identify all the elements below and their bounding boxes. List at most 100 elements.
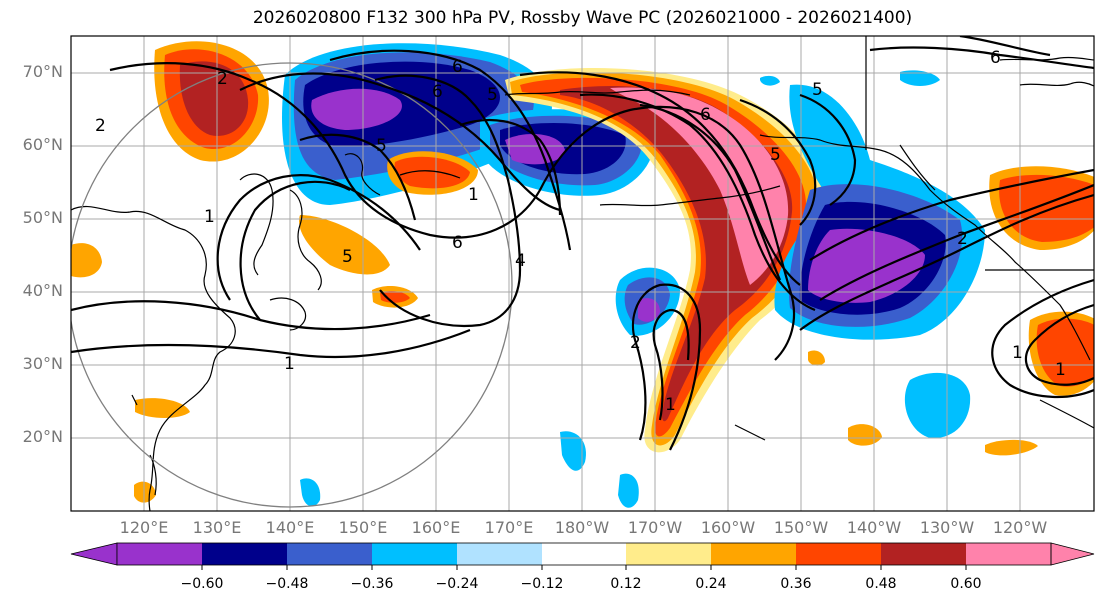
lon-label: 130°W [919, 518, 975, 537]
map-frame [70, 35, 1095, 512]
anomaly-blob [380, 290, 410, 303]
colorbar-tick-label: −0.60 [180, 576, 224, 592]
contour-label: 2 [95, 116, 106, 136]
colorbar-tick-label: −0.36 [350, 576, 394, 592]
colorbar-segment [542, 543, 626, 565]
pv-contour [579, 93, 816, 312]
lat-label: 30°N [22, 354, 63, 373]
colorbar-segment [966, 543, 1051, 565]
anomaly-blob [808, 228, 925, 303]
colorbar [70, 542, 1095, 570]
lon-label: 120°W [992, 518, 1048, 537]
contour-label: 6 [432, 82, 443, 102]
colorbar-tick-label: −0.24 [435, 576, 479, 592]
colorbar-tick-label: 0.36 [780, 576, 812, 592]
contour-label: 1 [1055, 360, 1066, 380]
contour-label: 1 [1012, 343, 1023, 363]
pv-contour [299, 133, 417, 221]
map-title: 2026020800 F132 300 hPa PV, Rossby Wave … [252, 8, 913, 28]
colorbar-segment [711, 543, 796, 565]
colorbar-segment [881, 543, 966, 565]
pv-contour [799, 93, 857, 206]
anomaly-blob [71, 243, 102, 278]
colorbar-segment [372, 543, 457, 565]
anomaly-blob [904, 372, 971, 439]
colorbar-tick-label: 0.24 [695, 576, 727, 592]
anomaly-blob [300, 478, 321, 507]
pv-contour [959, 36, 1051, 57]
pv-contour [869, 46, 1094, 70]
colorbar-extend-high [1050, 542, 1095, 566]
anomaly-blob [985, 439, 1038, 456]
contour-label: 1 [468, 185, 479, 205]
contour-label: 5 [812, 80, 823, 100]
lat-label: 40°N [22, 281, 63, 300]
contour-label: 6 [452, 57, 463, 77]
lon-label: 180°W [554, 518, 610, 537]
anomaly-blob [808, 350, 825, 366]
lon-label: 150°E [338, 518, 388, 537]
coastlines [71, 36, 1094, 511]
colorbar-extend-low [70, 542, 118, 566]
pv-contour [799, 193, 1094, 331]
contour-label: 1 [204, 207, 215, 227]
contour-label: 1 [284, 354, 295, 374]
map-panel: 6 5 6 5 6 5 4 2 1 1 1 2 6 5 5 6 2 2 1 1 … [71, 36, 1094, 511]
colorbar-segment [202, 543, 287, 565]
colorbar-segment [287, 543, 372, 565]
pv-contours [71, 36, 1094, 451]
lon-label: 160°E [411, 518, 461, 537]
anomaly-blob [760, 75, 780, 86]
anomaly-blob [311, 88, 402, 130]
anomaly-blob [179, 61, 249, 136]
contour-label: 5 [487, 85, 498, 105]
anomaly-blob [299, 215, 390, 275]
pv-contour [652, 308, 690, 421]
pv-contour [639, 103, 782, 281]
contour-label: 6 [700, 105, 711, 125]
colorbar-tick-label: 0.48 [865, 576, 897, 592]
lat-label: 70°N [22, 62, 63, 81]
contour-label: 2 [217, 69, 228, 89]
anomaly-blob [1036, 318, 1094, 387]
anomaly-blob [999, 174, 1094, 242]
anomaly-blob [560, 431, 586, 471]
lon-label: 170°W [627, 518, 683, 537]
lon-label: 140°W [846, 518, 902, 537]
colorbar-tick-label: 0.12 [610, 576, 642, 592]
pv-contour [991, 278, 1094, 398]
contour-label: 6 [990, 48, 1001, 68]
lon-label: 140°E [265, 518, 315, 537]
colorbar-tick-label: −0.48 [265, 576, 309, 592]
pv-contour [1024, 303, 1094, 386]
contour-label: 2 [630, 333, 641, 353]
colorbar-segment [796, 543, 881, 565]
contour-labels: 6 5 6 5 6 5 4 2 1 1 1 2 6 5 5 6 2 2 1 1 … [95, 48, 1066, 415]
pv-contour [239, 180, 351, 321]
colorbar-tick-label: 0.60 [950, 576, 982, 592]
pv-contour [459, 118, 562, 216]
colorbar-segment [457, 543, 542, 565]
pv-contour [819, 183, 1094, 301]
colorbar-segment [626, 543, 711, 565]
contour-label: 1 [665, 395, 676, 415]
anomaly-blob [394, 156, 470, 189]
pv-contour [329, 49, 572, 251]
colorbar-frame [116, 542, 1052, 566]
pv-contour [631, 283, 702, 451]
pv-contour [109, 62, 795, 361]
pv-contour [71, 328, 471, 359]
contour-label: 5 [770, 145, 781, 165]
anomaly-blob [610, 87, 789, 286]
pv-contour [239, 72, 561, 212]
contour-label: 2 [957, 229, 968, 249]
lat-label: 60°N [22, 135, 63, 154]
pv-contour [374, 74, 522, 327]
colorbar-tick-label: −0.12 [520, 576, 564, 592]
lon-label: 150°W [773, 518, 829, 537]
lat-label: 50°N [22, 208, 63, 227]
lat-label: 20°N [22, 427, 63, 446]
contour-label: 5 [376, 136, 387, 156]
contour-label: 5 [342, 247, 353, 267]
